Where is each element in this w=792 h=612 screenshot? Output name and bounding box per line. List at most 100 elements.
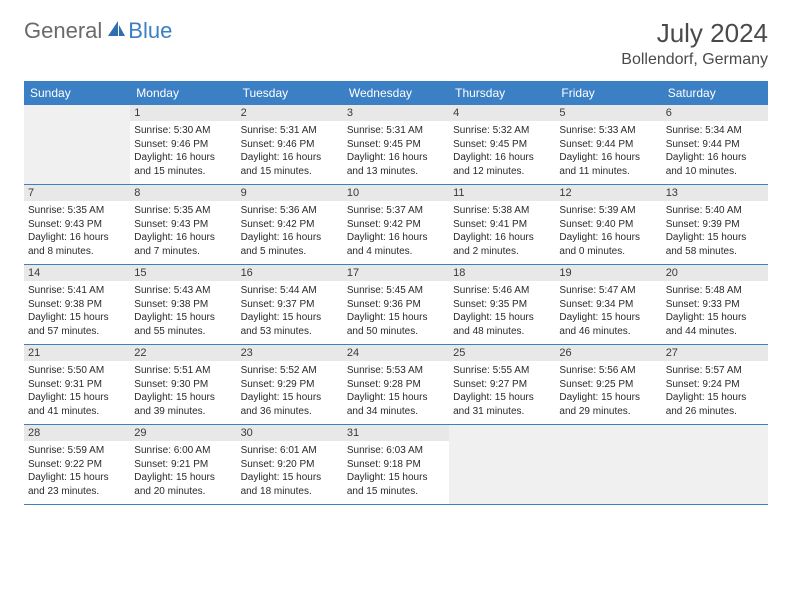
sunset-text: Sunset: 9:38 PM bbox=[134, 298, 232, 312]
calendar-cell: 30Sunrise: 6:01 AMSunset: 9:20 PMDayligh… bbox=[237, 425, 343, 504]
sunset-text: Sunset: 9:38 PM bbox=[28, 298, 126, 312]
day-number: 4 bbox=[449, 105, 555, 121]
sunset-text: Sunset: 9:41 PM bbox=[453, 218, 551, 232]
d1-text: Daylight: 16 hours bbox=[453, 231, 551, 245]
calendar-cell bbox=[555, 425, 661, 504]
calendar-cell: 8Sunrise: 5:35 AMSunset: 9:43 PMDaylight… bbox=[130, 185, 236, 264]
calendar-row: 14Sunrise: 5:41 AMSunset: 9:38 PMDayligh… bbox=[24, 265, 768, 345]
day-number: 2 bbox=[237, 105, 343, 121]
d2-text: and 7 minutes. bbox=[134, 245, 232, 259]
day-number: 8 bbox=[130, 185, 236, 201]
sunrise-text: Sunrise: 5:31 AM bbox=[347, 124, 445, 138]
d1-text: Daylight: 16 hours bbox=[241, 231, 339, 245]
sunrise-text: Sunrise: 5:50 AM bbox=[28, 364, 126, 378]
d1-text: Daylight: 16 hours bbox=[559, 231, 657, 245]
day-number: 17 bbox=[343, 265, 449, 281]
d1-text: Daylight: 15 hours bbox=[347, 471, 445, 485]
d1-text: Daylight: 15 hours bbox=[666, 231, 764, 245]
calendar-cell: 9Sunrise: 5:36 AMSunset: 9:42 PMDaylight… bbox=[237, 185, 343, 264]
day-number: 20 bbox=[662, 265, 768, 281]
sunset-text: Sunset: 9:24 PM bbox=[666, 378, 764, 392]
calendar-cell: 10Sunrise: 5:37 AMSunset: 9:42 PMDayligh… bbox=[343, 185, 449, 264]
day-number: 9 bbox=[237, 185, 343, 201]
sunrise-text: Sunrise: 5:56 AM bbox=[559, 364, 657, 378]
d1-text: Daylight: 15 hours bbox=[453, 311, 551, 325]
d2-text: and 4 minutes. bbox=[347, 245, 445, 259]
d1-text: Daylight: 15 hours bbox=[666, 391, 764, 405]
sunset-text: Sunset: 9:30 PM bbox=[134, 378, 232, 392]
day-number: 18 bbox=[449, 265, 555, 281]
sunrise-text: Sunrise: 5:59 AM bbox=[28, 444, 126, 458]
sunrise-text: Sunrise: 5:45 AM bbox=[347, 284, 445, 298]
d1-text: Daylight: 15 hours bbox=[347, 311, 445, 325]
calendar-cell: 27Sunrise: 5:57 AMSunset: 9:24 PMDayligh… bbox=[662, 345, 768, 424]
sunset-text: Sunset: 9:45 PM bbox=[453, 138, 551, 152]
d2-text: and 12 minutes. bbox=[453, 165, 551, 179]
location-label: Bollendorf, Germany bbox=[621, 51, 768, 69]
calendar-cell: 11Sunrise: 5:38 AMSunset: 9:41 PMDayligh… bbox=[449, 185, 555, 264]
sunrise-text: Sunrise: 5:30 AM bbox=[134, 124, 232, 138]
calendar-cell: 22Sunrise: 5:51 AMSunset: 9:30 PMDayligh… bbox=[130, 345, 236, 424]
d2-text: and 57 minutes. bbox=[28, 325, 126, 339]
sunset-text: Sunset: 9:46 PM bbox=[241, 138, 339, 152]
day-number: 22 bbox=[130, 345, 236, 361]
day-number: 13 bbox=[662, 185, 768, 201]
sunrise-text: Sunrise: 5:53 AM bbox=[347, 364, 445, 378]
day-number: 30 bbox=[237, 425, 343, 441]
d1-text: Daylight: 15 hours bbox=[559, 391, 657, 405]
day-number: 6 bbox=[662, 105, 768, 121]
calendar-cell: 6Sunrise: 5:34 AMSunset: 9:44 PMDaylight… bbox=[662, 105, 768, 184]
d2-text: and 58 minutes. bbox=[666, 245, 764, 259]
d2-text: and 5 minutes. bbox=[241, 245, 339, 259]
d2-text: and 46 minutes. bbox=[559, 325, 657, 339]
calendar-cell: 24Sunrise: 5:53 AMSunset: 9:28 PMDayligh… bbox=[343, 345, 449, 424]
d1-text: Daylight: 15 hours bbox=[241, 311, 339, 325]
d2-text: and 26 minutes. bbox=[666, 405, 764, 419]
d2-text: and 31 minutes. bbox=[453, 405, 551, 419]
day-number: 11 bbox=[449, 185, 555, 201]
sunset-text: Sunset: 9:35 PM bbox=[453, 298, 551, 312]
sunset-text: Sunset: 9:37 PM bbox=[241, 298, 339, 312]
d1-text: Daylight: 15 hours bbox=[559, 311, 657, 325]
sunset-text: Sunset: 9:46 PM bbox=[134, 138, 232, 152]
day-number: 1 bbox=[130, 105, 236, 121]
weekday-header-row: Sunday Monday Tuesday Wednesday Thursday… bbox=[24, 81, 768, 105]
sunrise-text: Sunrise: 5:55 AM bbox=[453, 364, 551, 378]
month-title: July 2024 bbox=[621, 18, 768, 49]
sunrise-text: Sunrise: 5:57 AM bbox=[666, 364, 764, 378]
weekday-header: Sunday bbox=[24, 81, 130, 105]
calendar-row: 7Sunrise: 5:35 AMSunset: 9:43 PMDaylight… bbox=[24, 185, 768, 265]
sunset-text: Sunset: 9:18 PM bbox=[347, 458, 445, 472]
calendar-cell: 14Sunrise: 5:41 AMSunset: 9:38 PMDayligh… bbox=[24, 265, 130, 344]
calendar-cell bbox=[24, 105, 130, 184]
sunrise-text: Sunrise: 5:35 AM bbox=[28, 204, 126, 218]
calendar-cell: 1Sunrise: 5:30 AMSunset: 9:46 PMDaylight… bbox=[130, 105, 236, 184]
sunrise-text: Sunrise: 5:52 AM bbox=[241, 364, 339, 378]
calendar-cell: 7Sunrise: 5:35 AMSunset: 9:43 PMDaylight… bbox=[24, 185, 130, 264]
day-number: 23 bbox=[237, 345, 343, 361]
day-number: 28 bbox=[24, 425, 130, 441]
logo-sail-icon bbox=[106, 19, 126, 44]
calendar-cell: 31Sunrise: 6:03 AMSunset: 9:18 PMDayligh… bbox=[343, 425, 449, 504]
d2-text: and 15 minutes. bbox=[134, 165, 232, 179]
day-number: 21 bbox=[24, 345, 130, 361]
d1-text: Daylight: 16 hours bbox=[134, 231, 232, 245]
calendar-row: 21Sunrise: 5:50 AMSunset: 9:31 PMDayligh… bbox=[24, 345, 768, 425]
day-number: 31 bbox=[343, 425, 449, 441]
calendar: Sunday Monday Tuesday Wednesday Thursday… bbox=[24, 81, 768, 505]
d1-text: Daylight: 15 hours bbox=[241, 471, 339, 485]
sunrise-text: Sunrise: 5:35 AM bbox=[134, 204, 232, 218]
d2-text: and 15 minutes. bbox=[347, 485, 445, 499]
calendar-cell: 3Sunrise: 5:31 AMSunset: 9:45 PMDaylight… bbox=[343, 105, 449, 184]
d1-text: Daylight: 15 hours bbox=[666, 311, 764, 325]
day-number: 14 bbox=[24, 265, 130, 281]
day-number: 16 bbox=[237, 265, 343, 281]
weekday-header: Friday bbox=[555, 81, 661, 105]
d1-text: Daylight: 15 hours bbox=[28, 311, 126, 325]
d1-text: Daylight: 16 hours bbox=[453, 151, 551, 165]
weekday-header: Monday bbox=[130, 81, 236, 105]
calendar-cell: 26Sunrise: 5:56 AMSunset: 9:25 PMDayligh… bbox=[555, 345, 661, 424]
weekday-header: Tuesday bbox=[237, 81, 343, 105]
calendar-cell: 20Sunrise: 5:48 AMSunset: 9:33 PMDayligh… bbox=[662, 265, 768, 344]
d1-text: Daylight: 16 hours bbox=[347, 151, 445, 165]
